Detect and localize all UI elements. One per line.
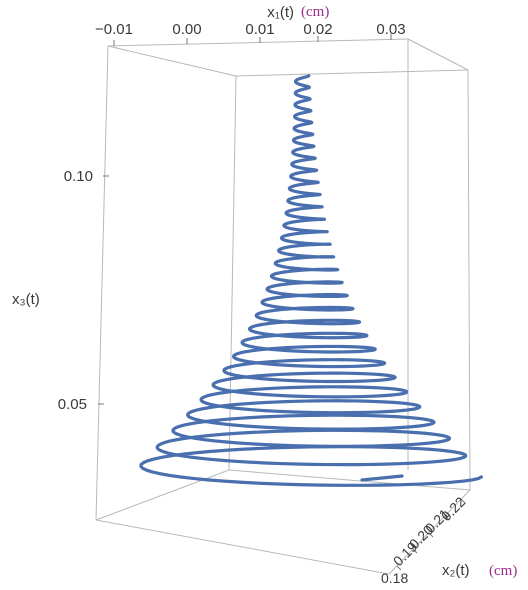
x2-tick-mark (428, 532, 434, 538)
x2-unit-label: (cm) (489, 563, 517, 579)
x2-axis-label: x₂(t) (442, 562, 469, 579)
x3-tick-label: 0.05 (58, 396, 87, 413)
x1-tick-label: 0.03 (376, 21, 405, 38)
box-edge-mid-vert (228, 75, 237, 471)
x1-tick-label: 0.00 (172, 21, 201, 38)
x1-unit-label: (cm) (301, 4, 329, 20)
x2-tick-mark (412, 548, 418, 554)
box-edge-bottom-left-back (95, 469, 230, 521)
x2-tick-label: 0.18 (381, 570, 408, 585)
x1-tick-label: 0.01 (245, 21, 274, 38)
x1-tick-label: −0.01 (95, 21, 133, 38)
box-edge-bottom-right (388, 489, 471, 575)
x2-tick-mark (460, 498, 466, 504)
box-edge-left-vert (95, 45, 109, 521)
box-edge-right-top (407, 38, 469, 71)
x3-tick-label: 0.10 (64, 168, 93, 185)
box-edge-left-back (107, 45, 237, 77)
box-edge-back-top (107, 38, 409, 47)
x3-axis: 0.05 0.10 x₃(t) (12, 168, 109, 413)
x3-axis-label: x₃(t) (12, 291, 40, 308)
x2-axis: 0.18 0.19 0.20 0.21 0.22 x₂(t) (cm) (381, 493, 517, 586)
bounding-box (95, 38, 471, 575)
spiral-series-line (139, 74, 483, 487)
box-edge-right-vert (467, 69, 471, 491)
x2-tick-mark (396, 565, 402, 571)
box-edge-front-top (235, 69, 469, 77)
spiral-curve (139, 74, 483, 487)
spiral-tail-segment (360, 474, 404, 482)
x2-tick-mark (444, 515, 450, 521)
x1-axis-label: x₁(t) (267, 4, 294, 21)
x1-tick-label: 0.02 (303, 21, 332, 38)
box-edge-bottom-left (95, 519, 390, 575)
x1-axis: −0.01 0.00 0.01 0.02 0.03 x₁(t) (cm) (95, 4, 406, 46)
box-edge-bottom-back (228, 469, 471, 491)
